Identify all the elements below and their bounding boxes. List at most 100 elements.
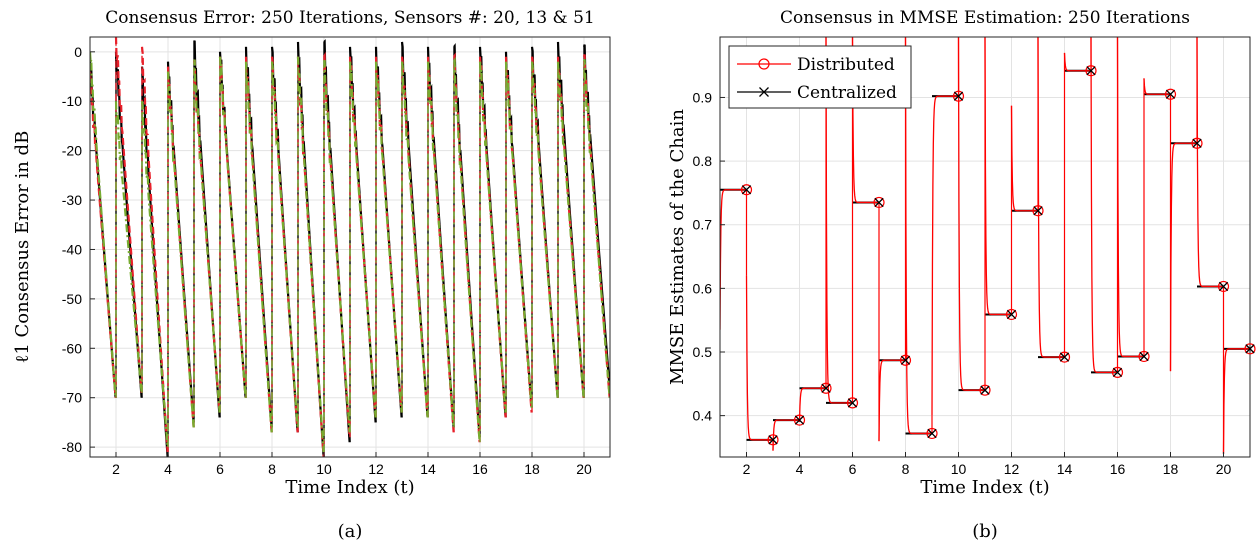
ticks-b: 2 4 6 8 10 12 14 16 18 20 0.4 0.5 0.6 0.7 0.8 0.9 (693, 89, 1232, 477)
x-axis-label-a: Time Index (t) (285, 477, 414, 498)
y-tick-label: 0.4 (693, 408, 713, 424)
series-green-segment (400, 61, 429, 418)
x-tick-label: 6 (849, 461, 857, 477)
centralized-marker (1245, 344, 1255, 354)
series-green-segment (478, 61, 507, 413)
x-tick-label: 10 (316, 461, 332, 477)
distributed-marker (1032, 205, 1044, 217)
distributed-marker (846, 397, 859, 409)
distributed-transient (878, 359, 906, 442)
series-green-segment (244, 61, 273, 433)
centralized-marker (847, 398, 858, 408)
series-green-segment (296, 56, 325, 453)
centralized-marker (980, 385, 990, 395)
centralized-marker (1006, 309, 1017, 320)
legend-label-centralized: Centralized (797, 83, 897, 103)
distributed-marker (1085, 65, 1097, 77)
centralized-marker (768, 435, 778, 445)
ticks-a: 2 4 6 8 10 12 14 16 18 20 0 -10 -20 -30 -40 -50 -60 -70 -8… (62, 44, 592, 477)
distributed-marker (979, 384, 991, 396)
distributed-marker (1217, 280, 1230, 293)
legend-label-distributed: Distributed (797, 55, 895, 75)
distributed-marker (899, 354, 912, 366)
x-tick-label: 2 (112, 461, 120, 477)
series-red-segment (166, 66, 195, 428)
x-tick-label: 4 (164, 461, 172, 477)
distributed-transient (957, 37, 985, 391)
series-green-segment (530, 61, 559, 398)
y-tick-label: -30 (62, 192, 82, 208)
distributed-marker (820, 382, 832, 394)
distributed-transient (1196, 37, 1224, 288)
distributed-marker (873, 196, 885, 209)
series-green-segment (426, 61, 455, 428)
distributed-transient (1222, 348, 1250, 454)
y-tick-label: -50 (62, 291, 82, 307)
distributed-marker (926, 427, 938, 440)
y-axis-label-a: ℓ1 Consensus Error in dB (12, 131, 33, 364)
series-green-segment (270, 61, 299, 428)
caption-b: (b) (972, 521, 998, 542)
centralized-marker (1112, 367, 1123, 378)
series-green-segment (556, 61, 585, 398)
distributed-marker (952, 90, 965, 102)
centralized-marker (874, 197, 884, 208)
x-tick-label: 20 (576, 461, 592, 477)
series-group-a (90, 37, 610, 457)
x-tick-label: 14 (420, 461, 436, 477)
distributed-marker (1138, 350, 1150, 363)
series-green-segment (453, 56, 481, 443)
centralized-marker (1059, 352, 1070, 362)
distributed-marker (1005, 308, 1018, 321)
distributed-marker (1111, 366, 1124, 378)
y-tick-label: 0.7 (693, 217, 713, 233)
centralized-marker (1192, 138, 1202, 148)
series-green-segment (140, 101, 169, 448)
x-tick-label: 20 (1216, 461, 1232, 477)
series-green-segment (166, 71, 195, 428)
series-green-segment (374, 61, 403, 413)
centralized-marker (1086, 66, 1096, 76)
centralized-marker (794, 415, 805, 425)
x-tick-label: 8 (268, 461, 276, 477)
x-tick-label: 4 (796, 461, 804, 477)
x-tick-label: 16 (1110, 461, 1126, 477)
series-black-segment (582, 44, 610, 388)
y-tick-label: -40 (62, 241, 82, 257)
x-tick-label: 10 (951, 461, 967, 477)
series-red-segment (504, 56, 533, 413)
centralized-marker (1033, 206, 1043, 216)
distributed-transient (931, 95, 959, 416)
centralized-marker (1139, 351, 1149, 362)
series-green-segment (90, 51, 117, 398)
centralized-marker (1218, 281, 1229, 292)
chart-title-b: Consensus in MMSE Estimation: 250 Iterat… (780, 8, 1190, 28)
y-tick-label: -70 (62, 390, 82, 406)
series-green-segment (192, 59, 221, 413)
x-tick-label: 16 (472, 461, 488, 477)
x-tick-label: 6 (216, 461, 224, 477)
distributed-marker (767, 434, 779, 446)
x-tick-label: 18 (1163, 461, 1179, 477)
centralized-marker (927, 428, 937, 439)
centralized-marker (741, 185, 752, 195)
y-tick-label: 0.8 (693, 153, 713, 169)
caption-a: (a) (338, 521, 363, 542)
chart-title-a: Consensus Error: 250 Iterations, Sensors… (105, 8, 594, 28)
distributed-transient (1116, 37, 1144, 358)
chart-panel-b: 2 4 6 8 10 12 14 16 18 20 0.4 0.5 0.6 0.7 0.8 0.9 Conse… (667, 8, 1256, 542)
distributed-marker (1191, 137, 1203, 149)
series-red-segment (426, 56, 455, 433)
y-tick-label: 0 (74, 44, 82, 60)
axes-frame-b (719, 36, 1251, 458)
series-red-segment (478, 56, 507, 418)
distributed-transient (1010, 105, 1038, 212)
x-axis-label-b: Time Index (t) (920, 477, 1049, 498)
distributed-marker (740, 184, 753, 196)
distributed-transient (1169, 142, 1197, 372)
y-tick-label: -20 (62, 143, 82, 159)
x-tick-label: 12 (368, 461, 384, 477)
x-tick-label: 2 (743, 461, 751, 477)
centralized-marker (953, 91, 964, 101)
